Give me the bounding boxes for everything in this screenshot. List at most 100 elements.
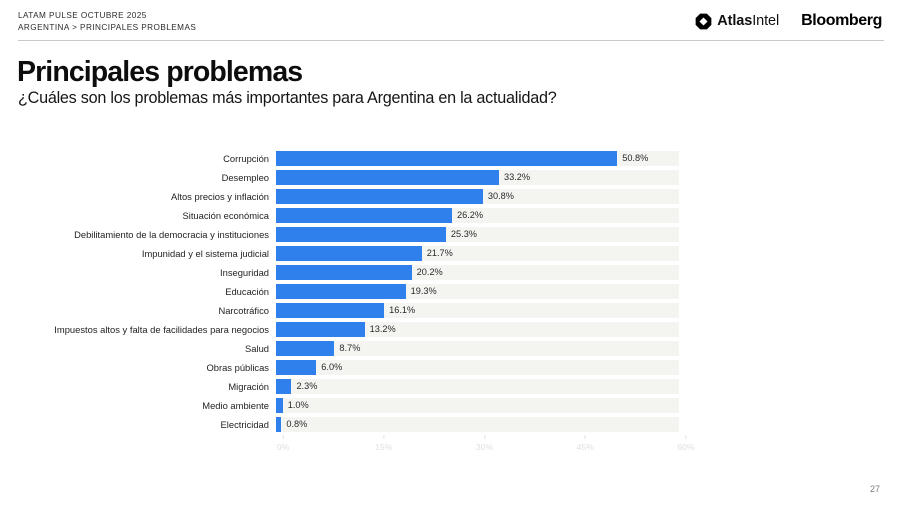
bar-row: Educación 19.3% xyxy=(0,282,900,301)
bar-value-label: 33.2% xyxy=(503,172,531,182)
bar-value-label: 2.3% xyxy=(296,381,318,391)
bar-value-label: 8.7% xyxy=(339,343,361,353)
breadcrumb: LATAM PULSE OCTUBRE 2025 ARGENTINA > PRI… xyxy=(18,10,196,34)
atlas-word-bold: Atlas xyxy=(717,13,753,29)
x-axis-tick-mark xyxy=(685,435,687,439)
atlas-word-light: Intel xyxy=(752,13,780,29)
bar-category-label: Narcotráfico xyxy=(218,305,269,316)
bar-category-label: Situación económica xyxy=(182,210,269,221)
bar xyxy=(276,322,365,337)
bar xyxy=(276,398,283,413)
bar-track: 21.7% xyxy=(276,246,679,261)
bar xyxy=(276,265,412,280)
bloomberg-logo: Bloomberg xyxy=(801,12,882,29)
x-axis-tick: 30% xyxy=(476,435,493,452)
bar-row: Migración 2.3% xyxy=(0,377,900,396)
bar-track: 16.1% xyxy=(276,303,679,318)
bar-value-label: 1.0% xyxy=(287,400,309,410)
bar-track: 8.7% xyxy=(276,341,679,356)
header-divider xyxy=(18,40,884,41)
bar-value-label: 25.3% xyxy=(450,229,477,239)
bar-category-label: Altos precios y inflación xyxy=(171,191,269,202)
bar-row: Situación económica 26.2% xyxy=(0,206,900,225)
page-header: LATAM PULSE OCTUBRE 2025 ARGENTINA > PRI… xyxy=(0,0,900,41)
x-axis-tick: 15% xyxy=(375,435,392,452)
x-axis-tick-mark xyxy=(282,435,284,439)
x-axis: 0% 15% 30% 45% 60% xyxy=(277,435,695,459)
bar-chart: Corrupción 50.8% Desempleo 33.2% Altos preci… xyxy=(0,149,900,452)
bar-value-label: 50.8% xyxy=(622,153,649,163)
bar-row: Debilitamiento de la democracia y instit… xyxy=(0,225,900,244)
bar-row: Corrupción 50.8% xyxy=(0,149,900,168)
page-title: Principales problemas xyxy=(17,56,303,88)
x-axis-tick-label: 0% xyxy=(276,442,290,452)
brand-logos: AtlasIntel Bloomberg xyxy=(695,10,882,32)
bar-row: Altos precios y inflación 30.8% xyxy=(0,187,900,206)
bar-row: Inseguridad 20.2% xyxy=(0,263,900,282)
bar-value-label: 6.0% xyxy=(321,362,343,372)
bar-category-label: Electricidad xyxy=(220,419,269,430)
bar-row: Impuestos altos y falta de facilidades p… xyxy=(0,320,900,339)
bar xyxy=(276,360,317,375)
atlasintel-wordmark: AtlasIntel xyxy=(717,13,779,29)
bar-track: 1.0% xyxy=(276,398,679,413)
bar-row: Obras públicas 6.0% xyxy=(0,358,900,377)
atlas-diamond-icon xyxy=(695,13,712,29)
bar-category-label: Inseguridad xyxy=(220,267,269,278)
bar-track: 26.2% xyxy=(276,208,679,223)
bar-track: 6.0% xyxy=(276,360,679,375)
x-axis-tick: 45% xyxy=(577,435,594,452)
bar-track: 20.2% xyxy=(276,265,679,280)
bar xyxy=(276,341,335,356)
bar-value-label: 13.2% xyxy=(369,324,396,334)
bar-value-label: 19.3% xyxy=(410,286,437,296)
bar xyxy=(276,151,618,166)
bar-track: 2.3% xyxy=(276,379,679,394)
bar-category-label: Medio ambiente xyxy=(202,400,269,411)
bar-row: Salud 8.7% xyxy=(0,339,900,358)
x-axis-tick-label: 15% xyxy=(375,442,393,452)
x-axis-tick-label: 45% xyxy=(576,442,594,452)
bar-track: 33.2% xyxy=(276,170,679,185)
bar-category-label: Impuestos altos y falta de facilidades p… xyxy=(54,324,269,335)
bar xyxy=(276,379,292,394)
page-number: 27 xyxy=(869,484,880,494)
bar-track: 13.2% xyxy=(276,322,679,337)
bar-category-label: Impunidad y el sistema judicial xyxy=(141,248,269,259)
breadcrumb-survey-name: LATAM PULSE OCTUBRE 2025 xyxy=(18,11,147,20)
x-axis-tick-label: 60% xyxy=(677,442,695,452)
x-axis-tick: 60% xyxy=(677,435,695,452)
bar-row: Desempleo 33.2% xyxy=(0,168,900,187)
bar-row: Medio ambiente 1.0% xyxy=(0,396,900,415)
atlasintel-logo: AtlasIntel xyxy=(695,13,779,30)
bar-category-label: Debilitamiento de la democracia y instit… xyxy=(74,229,269,240)
bar-category-label: Obras públicas xyxy=(206,362,269,373)
bar-chart-rows: Corrupción 50.8% Desempleo 33.2% Altos preci… xyxy=(0,149,900,434)
bar-value-label: 16.1% xyxy=(389,305,416,315)
bar-track: 50.8% xyxy=(276,151,679,166)
bar xyxy=(276,170,499,185)
bar-category-label: Corrupción xyxy=(223,153,269,164)
bar xyxy=(276,208,452,223)
breadcrumb-path: ARGENTINA > PRINCIPALES PROBLEMAS xyxy=(18,23,197,32)
bar xyxy=(276,284,406,299)
bar-category-label: Educación xyxy=(225,286,269,297)
bar-track: 19.3% xyxy=(276,284,679,299)
bar-value-label: 30.8% xyxy=(487,191,514,201)
x-axis-tick: 0% xyxy=(277,435,289,452)
bar-value-label: 0.8% xyxy=(286,419,308,429)
x-axis-tick-mark xyxy=(584,435,586,439)
bar xyxy=(276,417,282,432)
bar xyxy=(276,303,385,318)
bar-track: 0.8% xyxy=(276,417,679,432)
bar-track: 25.3% xyxy=(276,227,679,242)
bar xyxy=(276,227,446,242)
bar-category-label: Migración xyxy=(228,381,269,392)
bar xyxy=(276,189,483,204)
x-axis-tick-mark xyxy=(483,435,485,439)
x-axis-tick-mark xyxy=(383,435,385,439)
bar-category-label: Salud xyxy=(245,343,269,354)
bar-value-label: 20.2% xyxy=(416,267,443,277)
bar-row: Narcotráfico 16.1% xyxy=(0,301,900,320)
bar-row: Electricidad 0.8% xyxy=(0,415,900,434)
